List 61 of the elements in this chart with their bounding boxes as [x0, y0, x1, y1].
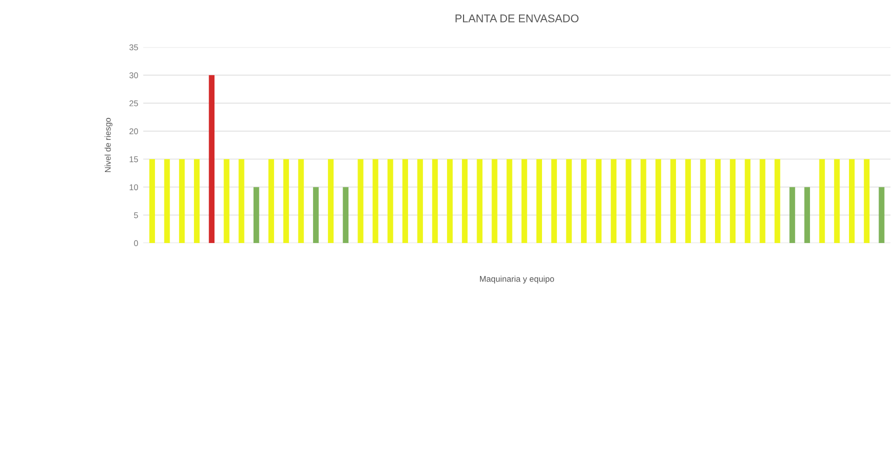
- bar: [328, 159, 334, 244]
- bar: [254, 187, 260, 244]
- bar: [626, 159, 632, 244]
- y-tick-label: 0: [134, 240, 138, 246]
- bar: [536, 159, 542, 244]
- bar: [179, 159, 185, 244]
- bar: [372, 159, 378, 244]
- bar: [744, 159, 750, 244]
- bar: [238, 159, 244, 244]
- y-tick-label: 5: [134, 212, 138, 218]
- bar: [551, 159, 557, 244]
- y-tick-label: 20: [129, 128, 138, 134]
- bar: [462, 159, 468, 244]
- bar: [834, 159, 840, 244]
- bar: [864, 159, 870, 244]
- bar: [640, 159, 646, 244]
- bar: [789, 187, 796, 244]
- bar: [313, 187, 319, 244]
- bar: [194, 159, 200, 244]
- bar: [447, 159, 453, 244]
- bar: [685, 159, 691, 244]
- bar: [581, 159, 587, 244]
- bar: [268, 159, 274, 244]
- bar: [476, 159, 482, 244]
- x-axis-title: Maquinaria y equipo: [480, 276, 554, 284]
- bar: [566, 159, 572, 244]
- bar: [819, 159, 825, 244]
- y-tick-label: 10: [130, 184, 138, 190]
- bar: [208, 75, 215, 244]
- y-tick-label: 35: [129, 44, 138, 50]
- bar: [521, 159, 528, 244]
- bar: [358, 159, 364, 244]
- bar: [700, 159, 706, 244]
- bar: [655, 159, 662, 244]
- bar: [730, 159, 736, 244]
- bar: [760, 159, 766, 244]
- chart-title: PLANTA DE ENVASADO: [456, 14, 578, 22]
- bar: [224, 159, 230, 244]
- bar: [715, 159, 721, 244]
- bar: [149, 159, 155, 244]
- bar: [402, 159, 408, 244]
- bar: [878, 187, 884, 244]
- bar: [298, 159, 304, 244]
- bar: [596, 159, 602, 244]
- bar: [670, 159, 676, 244]
- bar: [610, 159, 616, 244]
- y-axis-title: Nivel de riesgo: [104, 118, 112, 172]
- bar: [492, 159, 498, 244]
- y-tick-label: 30: [129, 72, 138, 78]
- bar: [506, 159, 512, 244]
- bar: [342, 187, 348, 244]
- bar: [417, 159, 423, 244]
- y-tick-label: 15: [130, 156, 138, 162]
- bar: [804, 187, 810, 244]
- bar: [432, 159, 438, 244]
- bar: [848, 159, 855, 244]
- bar: [387, 159, 394, 244]
- y-tick-label: 25: [129, 100, 138, 106]
- bar: [283, 159, 289, 244]
- bar: [164, 159, 170, 244]
- bar: [774, 159, 780, 244]
